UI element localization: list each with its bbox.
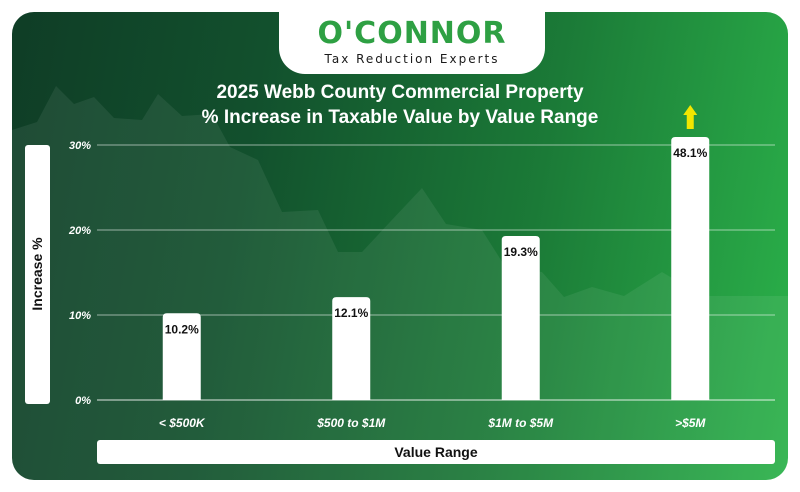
x-axis-label-box <box>97 440 775 464</box>
chart-card: O'CONNOR Tax Reduction Experts <box>12 12 788 480</box>
y-tick-label: 20% <box>68 225 91 237</box>
y-axis-label-box <box>25 145 50 404</box>
y-tick-label: 0% <box>75 395 91 407</box>
chart-subtitle: % Increase in Taxable Value by Value Ran… <box>201 107 599 128</box>
x-tick-label: $1M to $5M <box>487 416 554 430</box>
logo-tab: O'CONNOR Tax Reduction Experts <box>279 12 545 74</box>
bar <box>671 137 710 400</box>
x-tick-label: >$5M <box>675 416 706 430</box>
data-label: 12.1% <box>334 306 368 320</box>
data-label: 19.3% <box>504 245 538 259</box>
x-tick-label: < $500K <box>159 416 206 430</box>
x-tick-label: $500 to $1M <box>316 416 386 430</box>
x-axis-label: Value Range <box>394 444 478 460</box>
logo: O'CONNOR <box>317 16 507 51</box>
chart-title: 2025 Webb County Commercial Property <box>216 82 584 103</box>
bar <box>162 313 201 400</box>
background-skyline <box>12 86 788 480</box>
data-label: 48.1% <box>673 146 707 160</box>
overflow-arrow-icon <box>683 105 698 129</box>
bar <box>501 235 540 400</box>
data-label: 10.2% <box>165 322 199 336</box>
logo-tagline: Tax Reduction Experts <box>324 52 500 66</box>
y-tick-label: 30% <box>69 140 91 152</box>
y-tick-label: 10% <box>69 310 91 322</box>
bar <box>332 297 371 400</box>
